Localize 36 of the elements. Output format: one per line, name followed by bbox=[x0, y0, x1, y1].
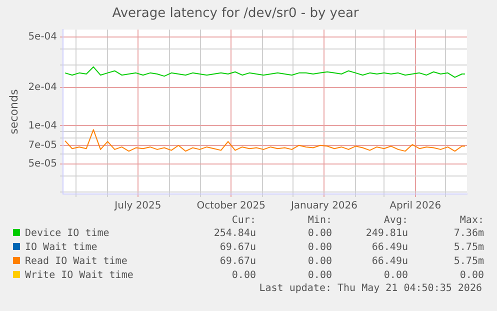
text: 0.00 bbox=[306, 269, 333, 283]
x-tick-label: July 2025 bbox=[114, 200, 162, 212]
text: Cur: bbox=[230, 215, 257, 227]
y-axis-title: seconds bbox=[7, 89, 20, 134]
text: 0.00 bbox=[230, 269, 257, 283]
text: Avg: bbox=[382, 215, 409, 227]
text: 66.49u bbox=[370, 255, 409, 269]
y-tick-label: 5e-05 bbox=[28, 158, 58, 170]
text: 66.49u bbox=[370, 241, 409, 255]
y-tick-label: 2e-04 bbox=[28, 82, 58, 94]
text: 5.75m bbox=[452, 255, 485, 269]
y-tick-label: 1e-04 bbox=[28, 120, 58, 132]
x-tick-label: October 2025 bbox=[196, 200, 266, 212]
legend-label: Write IO Wait time bbox=[24, 269, 134, 283]
y-tick-label: 7e-05 bbox=[28, 140, 58, 151]
x-tick-label: January 2026 bbox=[290, 200, 358, 212]
y-tick-label: 5e-04 bbox=[28, 31, 58, 42]
text: 7.36m bbox=[452, 227, 485, 241]
text: Last update: Thu May 21 04:50:35 2026 bbox=[258, 283, 482, 295]
legend-label: Device IO time bbox=[24, 227, 110, 241]
chart-title: Average latency for /dev/sr0 - by year bbox=[112, 6, 360, 22]
x-tick-label: April 2026 bbox=[390, 200, 442, 212]
text: 0.00 bbox=[306, 227, 333, 241]
text: 0.00 bbox=[382, 269, 409, 283]
text: 0.00 bbox=[458, 269, 485, 283]
text: Min: bbox=[306, 215, 333, 227]
legend-label: IO Wait time bbox=[24, 241, 98, 255]
text: 0.00 bbox=[306, 255, 333, 269]
text: 0.00 bbox=[306, 241, 333, 255]
text: 5.75m bbox=[452, 241, 485, 255]
text: 69.67u bbox=[218, 255, 257, 269]
text: 254.84u bbox=[212, 227, 257, 241]
text: 69.67u bbox=[218, 241, 257, 255]
legend-label: Read IO Wait time bbox=[24, 255, 128, 269]
text: 249.81u bbox=[364, 227, 409, 241]
text: Max: bbox=[458, 215, 485, 227]
